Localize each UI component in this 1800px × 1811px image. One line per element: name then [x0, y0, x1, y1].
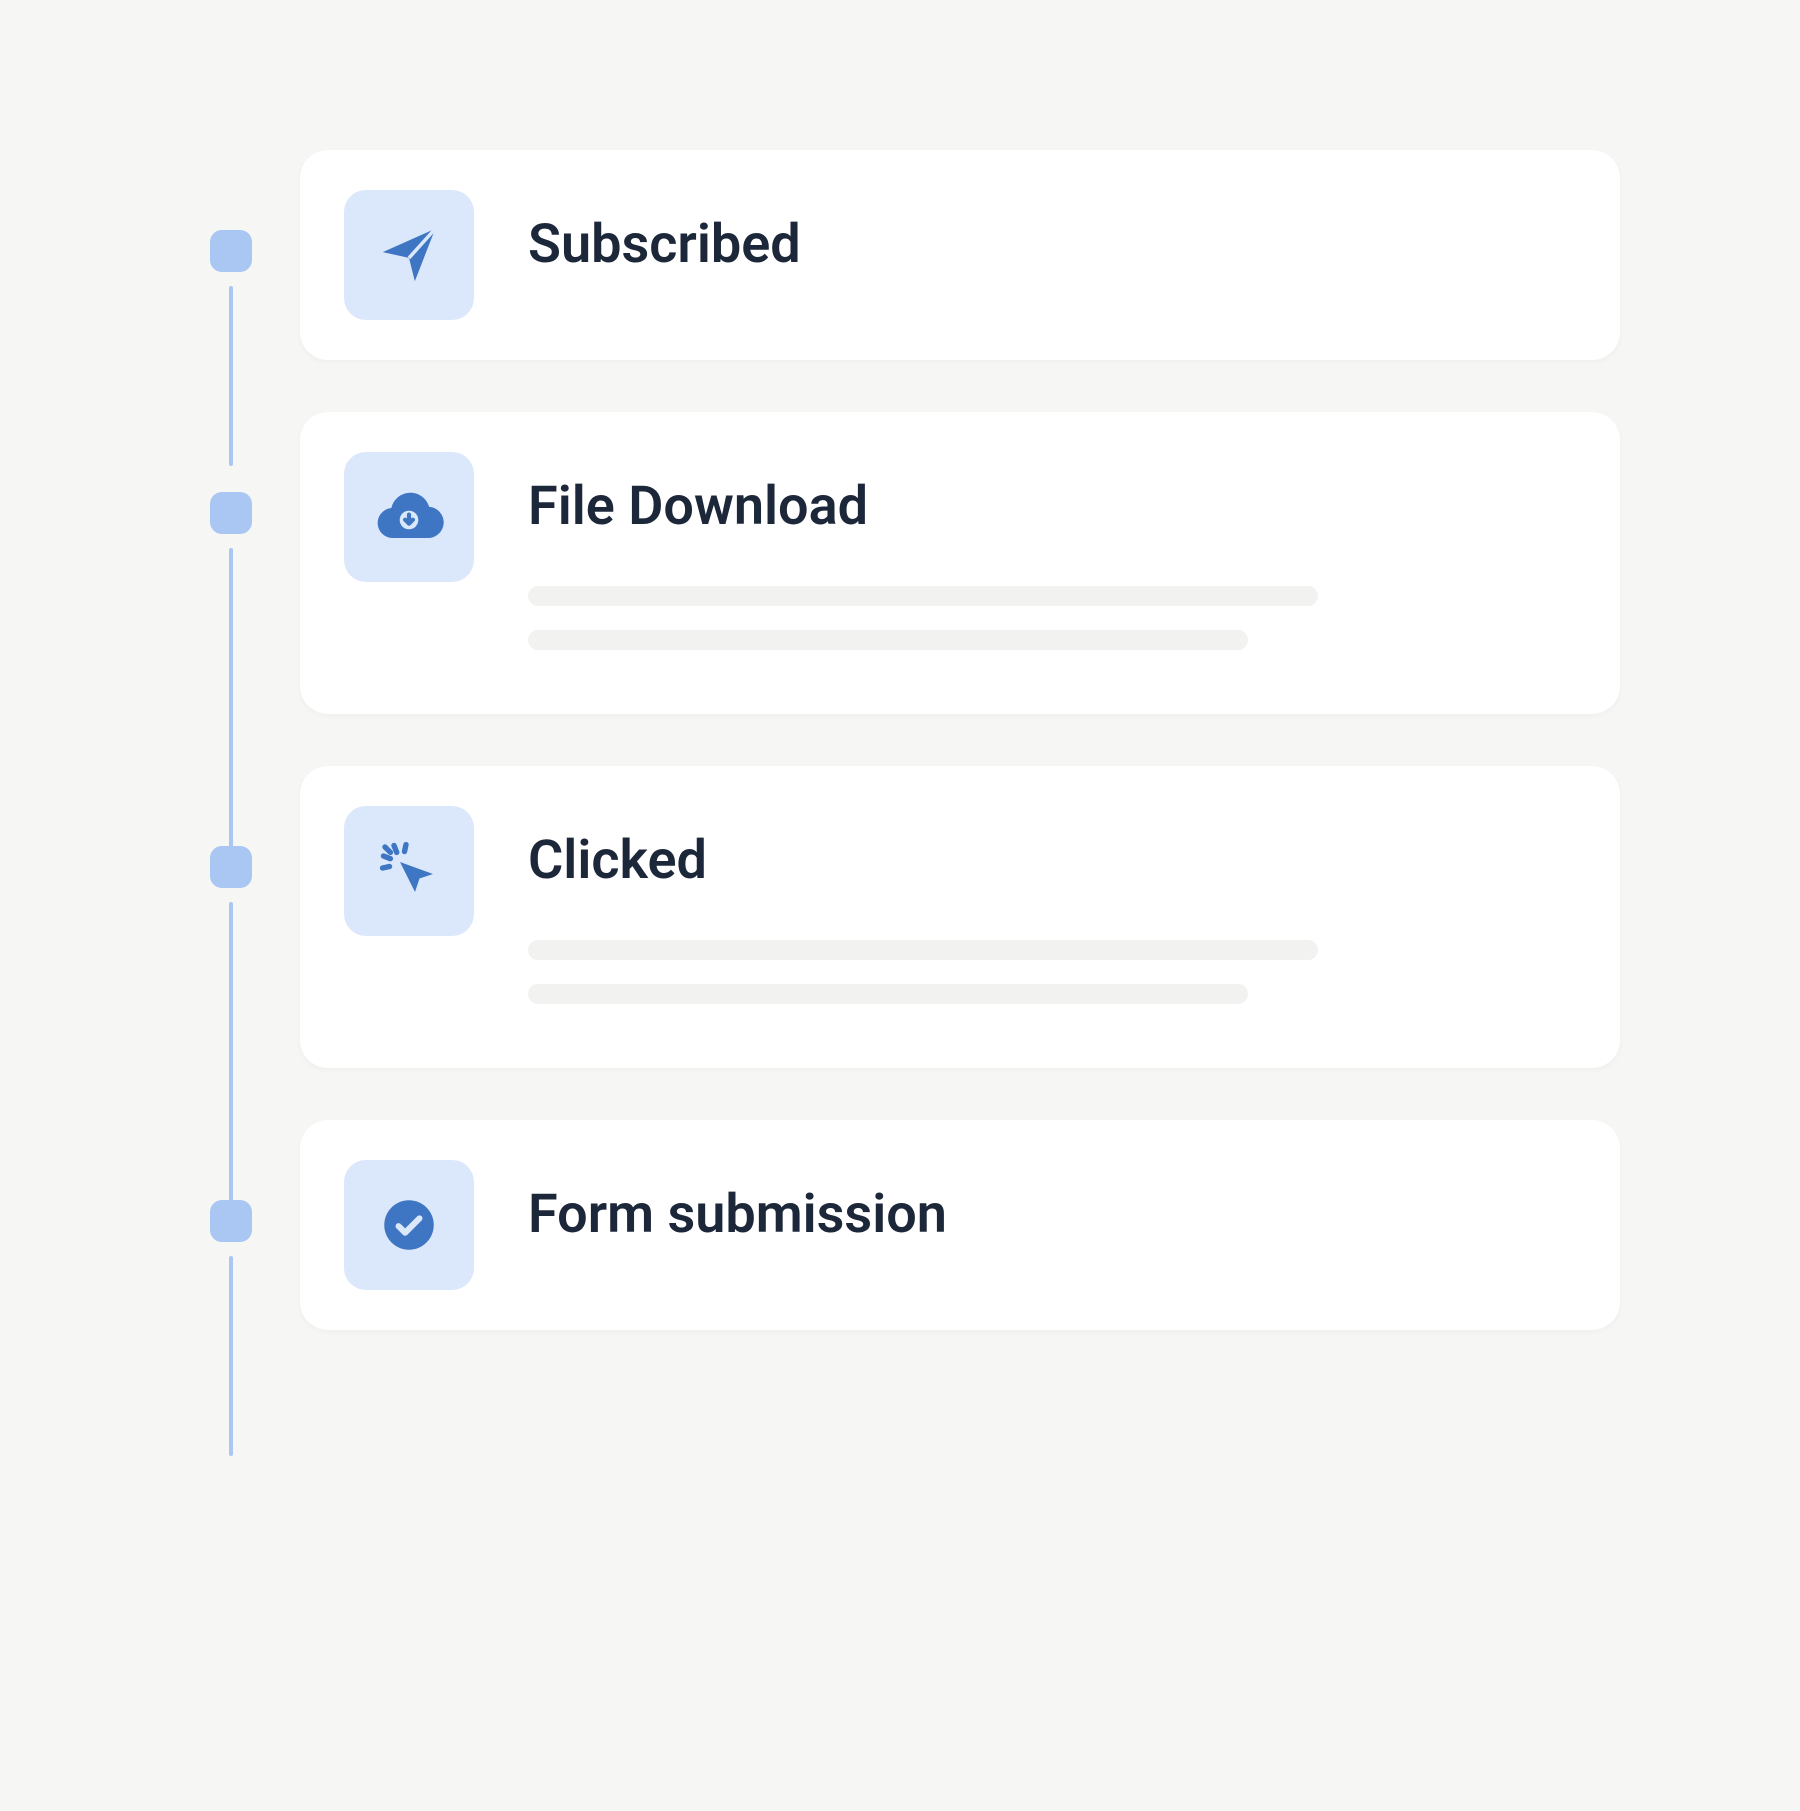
click-icon: [344, 806, 474, 936]
cloud-download-icon: [344, 452, 474, 582]
card-title: Form submission: [528, 1184, 1560, 1246]
timeline-marker: [210, 492, 252, 534]
timeline-marker: [210, 1200, 252, 1242]
card-title: Clicked: [528, 830, 1560, 892]
skeleton-placeholder: [528, 940, 1560, 1004]
card-body: Form submission: [528, 1160, 1560, 1246]
event-card-file-download[interactable]: File Download: [300, 412, 1620, 714]
skeleton-line: [528, 940, 1318, 960]
check-circle-icon: [344, 1160, 474, 1290]
card-title: Subscribed: [528, 214, 1560, 276]
card-title: File Download: [528, 476, 1560, 538]
event-card-form-submission[interactable]: Form submission: [300, 1120, 1620, 1330]
timeline-row: Clicked: [200, 766, 1620, 1120]
skeleton-line: [528, 984, 1248, 1004]
card-body: File Download: [528, 452, 1560, 674]
timeline-marker: [210, 846, 252, 888]
timeline-row: Subscribed: [200, 150, 1620, 412]
skeleton-placeholder: [528, 586, 1560, 650]
timeline-row: File Download: [200, 412, 1620, 766]
timeline-row: Form submission: [200, 1120, 1620, 1382]
send-icon: [344, 190, 474, 320]
skeleton-line: [528, 586, 1318, 606]
card-body: Clicked: [528, 806, 1560, 1028]
timeline-stem: [229, 1256, 233, 1456]
activity-timeline: Subscribed File Download: [200, 150, 1620, 1382]
event-card-subscribed[interactable]: Subscribed: [300, 150, 1620, 360]
card-body: Subscribed: [528, 190, 1560, 276]
timeline-marker: [210, 230, 252, 272]
skeleton-line: [528, 630, 1248, 650]
event-card-clicked[interactable]: Clicked: [300, 766, 1620, 1068]
